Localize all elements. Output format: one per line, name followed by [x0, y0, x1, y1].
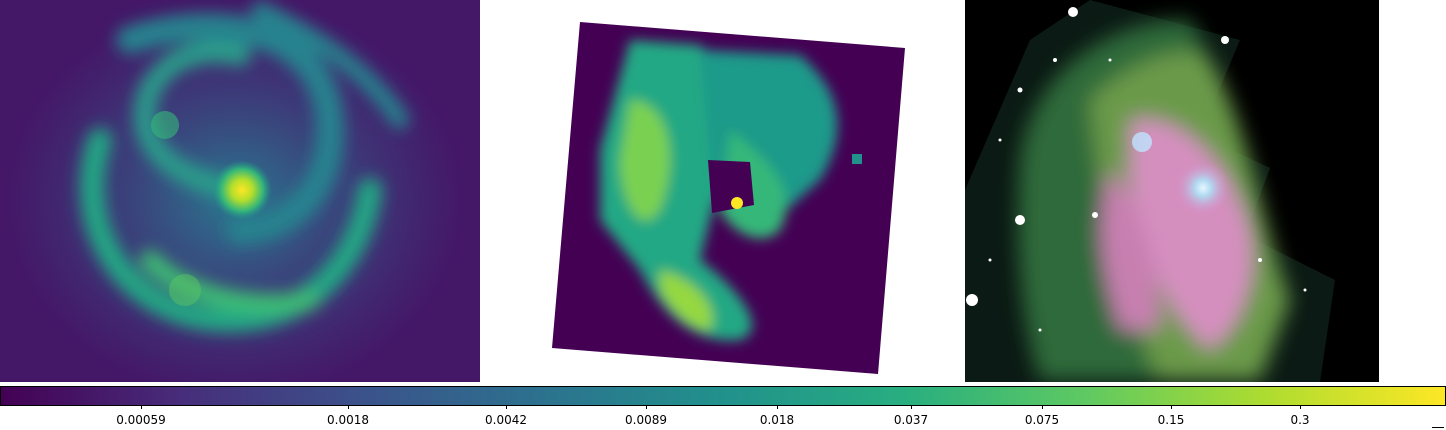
right-galaxy-image	[965, 0, 1379, 382]
colorbar	[0, 386, 1446, 406]
colorbar-tick	[1042, 405, 1043, 409]
colorbar-tick	[911, 405, 912, 409]
corner-mark	[1432, 427, 1444, 428]
colorbar-tick	[141, 405, 142, 409]
star-field	[966, 7, 1307, 332]
colorbar-tick	[777, 405, 778, 409]
middle-map-image	[552, 22, 905, 374]
colorbar-tick	[1300, 405, 1301, 409]
colorbar-tick-label: 0.00059	[116, 413, 166, 427]
colorbar-tick-label: 0.15	[1157, 413, 1185, 427]
colorbar-tick-label: 0.0018	[327, 413, 369, 427]
right-color-galaxy-image	[960, 0, 1390, 382]
left-map-image	[0, 0, 480, 382]
colorbar-tick	[646, 405, 647, 409]
colorbar-tick-label: 0.075	[1024, 413, 1060, 427]
colorbar-tick-label: 0.037	[893, 413, 929, 427]
left-intensity-map	[0, 0, 480, 382]
colorbar-tick-label: 0.3	[1290, 413, 1310, 427]
colorbar-tick-label: 0.0042	[485, 413, 527, 427]
middle-masked-map	[540, 10, 920, 382]
colorbar-tick-label: 0.018	[759, 413, 795, 427]
colorbar-tick-label: 0.0089	[625, 413, 667, 427]
colorbar-tick	[348, 405, 349, 409]
colorbar-tick	[1171, 405, 1172, 409]
colorbar-tick	[506, 405, 507, 409]
